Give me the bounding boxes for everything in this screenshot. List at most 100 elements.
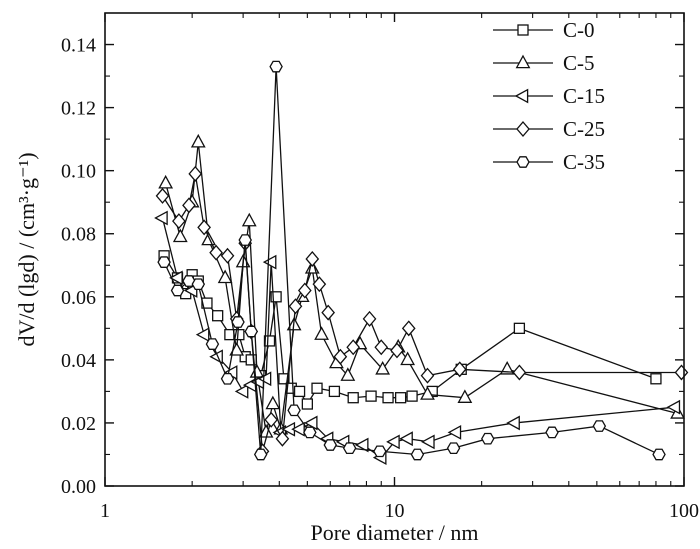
data-point [666,399,681,415]
data-point [172,228,188,243]
data-point [305,250,320,267]
data-point [244,325,258,338]
legend-marker [516,156,530,168]
series-line-C-35 [163,66,660,456]
data-point [375,360,391,375]
data-point [288,298,303,315]
data-point [293,385,306,398]
series-C-25 [155,165,689,460]
data-point [362,310,377,327]
data-point [154,210,168,226]
data-point [182,197,196,214]
data-point [195,327,210,343]
data-point [481,432,495,445]
y-axis-ticks: 0.00 0.02 0.04 0.06 0.08 0.10 0.12 0.14 [61,35,684,498]
data-point [257,371,272,387]
data-point [406,390,418,402]
y-tick-label: 0.14 [61,35,96,57]
data-point [410,448,425,461]
data-point [323,439,338,451]
data-point [297,282,312,299]
legend-marker [516,121,530,137]
legend-marker [514,88,529,104]
data-point [374,339,389,356]
data-point [241,212,257,227]
data-point [303,415,318,431]
legend: C-0 C-5 C-15 C-25 C-35 [493,18,605,174]
data-point [212,310,224,322]
data-point [347,392,359,404]
data-point [312,276,327,293]
x-axis-ticks: 1 10 100 [100,13,699,522]
data-point [169,270,183,286]
data-point [269,60,283,73]
data-point [201,297,213,309]
data-point [394,392,407,404]
data-point [191,278,206,291]
data-point [170,284,185,297]
data-point [340,367,356,381]
data-point [650,373,662,385]
data-point [157,256,171,268]
x-tick-label: 10 [385,500,405,522]
data-point [314,326,329,340]
data-point [155,187,170,204]
data-point [303,426,317,439]
plot-series [154,60,689,466]
legend-item-C-5: C-5 [493,51,595,75]
legend-marker [517,24,529,36]
data-point [209,244,223,261]
x-tick-label: 1 [100,500,110,522]
data-point [190,133,206,148]
data-point [420,386,435,400]
y-tick-label: 0.00 [61,476,96,498]
data-point [231,316,245,328]
data-point [262,254,277,270]
data-point [421,434,435,450]
legend-label: C-15 [563,84,605,108]
data-point [301,398,314,410]
data-point [457,389,473,403]
data-point [513,322,526,334]
data-point [512,364,527,381]
data-point [201,231,217,246]
data-point [328,385,341,398]
data-point [291,421,305,437]
data-point [382,392,394,404]
legend-label: C-25 [563,117,605,141]
data-point [253,448,268,461]
data-point [287,404,301,417]
y-axis-label: dV/d (lgd) / (cm³·g⁻¹) [14,152,39,346]
x-axis-label: Pore diameter / nm [310,520,478,545]
y-tick-label: 0.08 [61,224,96,246]
data-point [373,445,387,458]
data-point [270,291,282,303]
data-point [390,342,404,359]
series-line-C-25 [161,173,682,452]
legend-item-C-35: C-35 [493,150,605,174]
data-point [205,338,220,350]
data-point [545,426,559,439]
data-point [674,364,689,381]
data-point [321,304,336,321]
data-point [386,434,400,450]
data-point [333,348,348,365]
y-tick-label: 0.10 [61,161,96,183]
data-point [158,174,174,189]
data-point [346,339,361,356]
data-point [401,320,416,337]
legend-label: C-35 [563,150,605,174]
data-point [220,247,235,264]
legend-item-C-0: C-0 [493,18,595,42]
data-point [234,384,249,399]
series-C-35 [157,60,666,461]
data-point [420,367,435,384]
data-point [275,430,290,447]
data-point [446,442,461,455]
data-point [447,425,462,440]
legend-item-C-15: C-15 [493,84,605,108]
legend-item-C-25: C-25 [493,117,605,141]
y-tick-label: 0.06 [61,287,96,309]
data-point [220,372,235,385]
data-point [197,219,211,236]
